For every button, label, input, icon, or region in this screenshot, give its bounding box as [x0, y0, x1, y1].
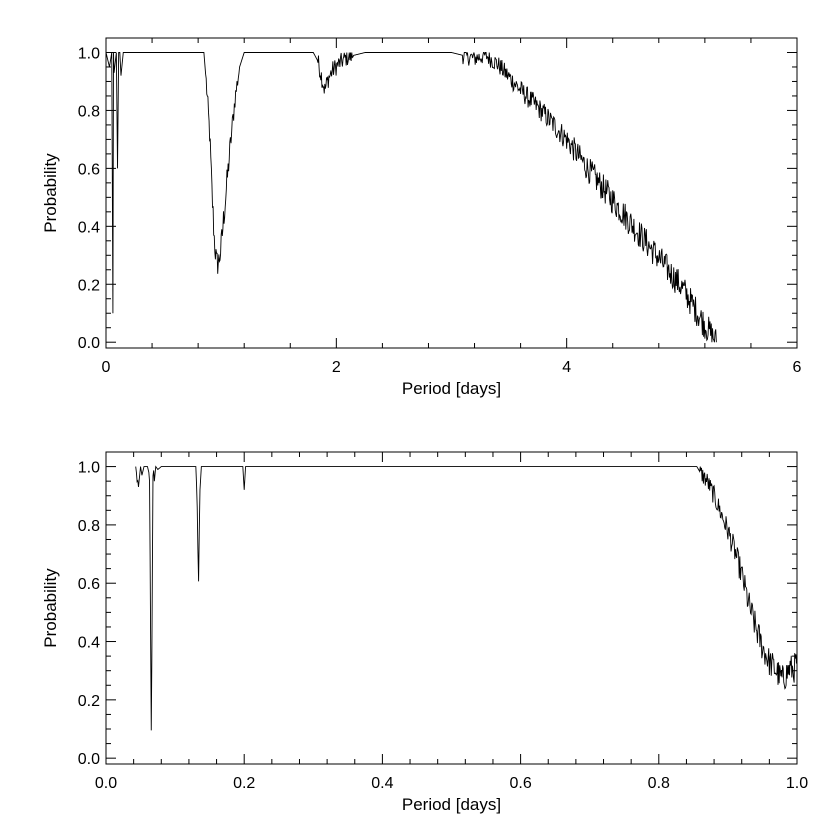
x-tick-label: 6: [793, 359, 802, 376]
x-axis-label: Period [days]: [402, 795, 501, 814]
x-tick-label: 2: [332, 359, 341, 376]
y-tick-label: 0.2: [78, 693, 100, 710]
x-tick-label: 0.0: [95, 775, 117, 792]
y-tick-label: 0.8: [78, 518, 100, 535]
y-tick-label: 0.2: [78, 277, 100, 294]
x-tick-label: 0.2: [233, 775, 255, 792]
y-tick-label: 0.6: [78, 576, 100, 593]
series-line-1: [105, 52, 717, 343]
x-tick-label: 0.8: [648, 775, 670, 792]
x-tick-label: 4: [562, 359, 571, 376]
plot-frame: [105, 37, 798, 349]
y-axis-label: Probability: [41, 153, 60, 233]
y-tick-label: 0.4: [78, 635, 100, 652]
y-tick-label: 1.0: [78, 460, 100, 477]
x-tick-label: 1.0: [786, 775, 808, 792]
y-tick-label: 0.6: [78, 161, 100, 178]
y-axis-label: Probability: [41, 568, 60, 648]
y-tick-label: 0.4: [78, 219, 100, 236]
plot-frame: [105, 451, 798, 765]
y-tick-label: 0.0: [78, 751, 100, 768]
x-tick-label: 0.6: [509, 775, 531, 792]
chart-panel-2: 0.0 0.2 0.4 0.6 0.8 1.0 0.0 0.2 0.4 0.6 0.8 1.0 Peri…: [41, 451, 808, 814]
x-tick-label: 0: [102, 359, 111, 376]
series-line-1: [135, 465, 798, 731]
x-tick-label: 0.4: [371, 775, 393, 792]
y-tick-label: 1.0: [78, 45, 100, 62]
chart-panel-1: 0 2 4 6 0.0 0.2 0.4 0.6 0.8 1.0 Period [days] Proba…: [41, 37, 802, 398]
y-tick-label: 0.0: [78, 335, 100, 352]
y-tick-label: 0.8: [78, 103, 100, 120]
x-axis-label: Period [days]: [402, 379, 501, 398]
